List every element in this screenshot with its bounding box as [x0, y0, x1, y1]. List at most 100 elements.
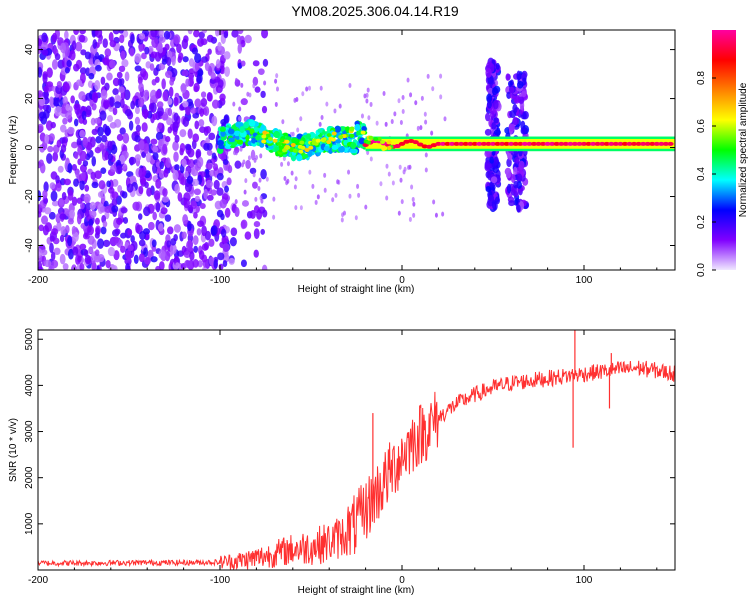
heatmap-trace-cell	[337, 146, 345, 153]
heatmap-noise-cell	[125, 249, 132, 260]
heatmap-burst-cell	[517, 80, 524, 89]
heatmap-noise-cell	[158, 36, 166, 43]
heatmap-trace-cell	[302, 153, 309, 159]
heatmap-noise-cell	[95, 64, 102, 72]
heatmap-noise-cell	[38, 123, 44, 132]
heatmap-peak-cell	[667, 141, 674, 146]
heatmap-peak-cell	[517, 141, 524, 146]
heatmap-faint-cell	[432, 199, 436, 205]
heatmap-faint-cell	[382, 90, 386, 96]
heatmap-noise-cell	[38, 247, 43, 258]
heatmap-noise-cell	[59, 234, 65, 243]
heatmap-peak-cell	[603, 141, 610, 146]
heatmap-noise-cell	[141, 52, 147, 60]
heatmap-noise-cell	[162, 90, 169, 102]
heatmap-noise-cell	[114, 228, 121, 235]
heatmap-noise-cell	[80, 49, 87, 56]
heatmap-noise-cell	[220, 228, 227, 238]
heatmap-noise-cell	[145, 61, 152, 69]
heatmap-peak-cell	[394, 144, 401, 149]
heatmap-noise-cell	[141, 122, 148, 133]
heatmap-noise-cell	[249, 167, 257, 175]
heatmap-peak-cell	[535, 141, 542, 146]
heatmap-noise-cell	[98, 180, 106, 190]
heatmap-noise-cell	[157, 223, 164, 232]
heatmap-noise-cell	[191, 178, 199, 187]
heatmap-noise-cell	[41, 91, 49, 98]
heatmap-noise-cell	[173, 151, 179, 163]
heatmap-noise-cell	[39, 132, 46, 142]
heatmap-noise-cell	[138, 253, 145, 263]
heatmap-faint-cell	[234, 199, 238, 205]
heatmap-peak-cell	[544, 141, 551, 146]
spectrogram-y-tick-label: 40	[24, 44, 35, 56]
heatmap-noise-cell	[72, 231, 79, 243]
heatmap-noise-cell	[73, 63, 80, 72]
heatmap-noise-cell	[126, 183, 134, 193]
heatmap-noise-cell	[161, 196, 170, 203]
heatmap-noise-cell	[147, 221, 155, 231]
heatmap-peak-cell	[526, 141, 533, 146]
heatmap-noise-cell	[132, 201, 140, 211]
heatmap-trace-cell	[249, 128, 255, 135]
snr-y-tick-label: 2000	[24, 466, 35, 489]
heatmap-peak-cell	[265, 133, 271, 138]
heatmap-noise-cell	[167, 226, 174, 235]
heatmap-noise-cell	[152, 146, 159, 153]
heatmap-noise-cell	[145, 152, 152, 163]
heatmap-noise-cell	[128, 120, 134, 131]
heatmap-noise-cell	[127, 244, 134, 252]
heatmap-noise-cell	[240, 259, 247, 268]
heatmap-faint-cell	[259, 153, 263, 159]
heatmap-trace-cell	[349, 148, 357, 154]
heatmap-faint-cell	[401, 108, 405, 114]
heatmap-noise-cell	[49, 182, 56, 190]
heatmap-noise-cell	[107, 153, 114, 161]
heatmap-peak-cell	[285, 145, 291, 150]
heatmap-noise-cell	[49, 235, 55, 242]
heatmap-faint-cell	[331, 197, 335, 203]
heatmap-noise-cell	[260, 90, 266, 99]
heatmap-burst-cell	[508, 200, 515, 207]
heatmap-burst-cell	[520, 127, 527, 135]
heatmap-noise-cell	[228, 257, 235, 265]
heatmap-faint-cell	[232, 101, 236, 107]
heatmap-noise-cell	[94, 249, 100, 257]
heatmap-noise-cell	[253, 249, 259, 258]
heatmap-noise-cell	[192, 112, 200, 119]
heatmap-faint-cell	[360, 113, 364, 119]
heatmap-noise-cell	[42, 73, 48, 84]
heatmap-noise-cell	[79, 67, 87, 75]
heatmap-noise-cell	[43, 85, 49, 93]
heatmap-noise-cell	[241, 200, 249, 207]
heatmap-noise-cell	[51, 228, 59, 236]
heatmap-noise-cell	[113, 250, 120, 261]
heatmap-noise-cell	[163, 30, 171, 40]
heatmap-peak-cell	[621, 141, 629, 146]
heatmap-noise-cell	[193, 30, 200, 38]
heatmap-noise-cell	[82, 118, 88, 125]
heatmap-noise-cell	[150, 30, 158, 38]
heatmap-noise-cell	[79, 263, 85, 270]
heatmap-noise-cell	[84, 209, 90, 218]
heatmap-noise-cell	[181, 69, 189, 77]
heatmap-faint-cell	[379, 181, 383, 187]
heatmap-noise-cell	[151, 37, 159, 49]
heatmap-noise-cell	[157, 122, 163, 130]
heatmap-faint-cell	[294, 176, 298, 182]
heatmap-noise-cell	[79, 30, 86, 35]
heatmap-noise-cell	[160, 207, 168, 215]
heatmap-burst-cell	[518, 160, 525, 171]
heatmap-peak-cell	[599, 141, 606, 146]
heatmap-peak-cell	[626, 141, 633, 146]
snr-frame	[37, 329, 676, 571]
heatmap-burst-cell	[516, 204, 521, 213]
heatmap-noise-cell	[208, 132, 216, 141]
heatmap-noise-cell	[78, 34, 86, 43]
heatmap-noise-cell	[81, 171, 86, 182]
heatmap-noise-cell	[63, 178, 72, 186]
heatmap-noise-cell	[49, 96, 54, 106]
heatmap-noise-cell	[50, 251, 56, 261]
heatmap-noise-cell	[249, 210, 256, 219]
heatmap-noise-cell	[66, 59, 72, 68]
